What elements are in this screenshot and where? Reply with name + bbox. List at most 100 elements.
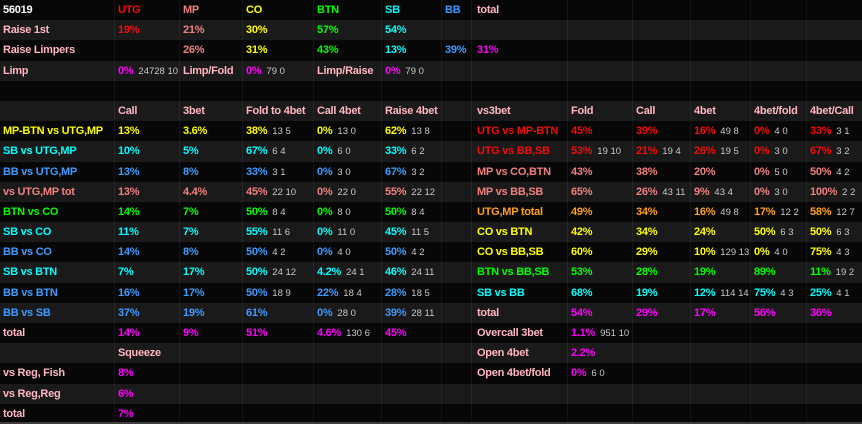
stat-value: 75% 4 3 <box>810 242 850 263</box>
sample-count: 49 8 <box>720 126 739 138</box>
stat-value: 4.6% 130 6 <box>317 323 370 344</box>
sample-count: 951 10 <box>600 328 630 339</box>
stat-value: 0% 3 0 <box>754 141 788 162</box>
cell-text: 17% <box>183 266 205 279</box>
sample-count: 19 4 <box>662 146 681 158</box>
cell-text: 17% <box>694 306 716 319</box>
stat-value: 0% 3 0 <box>317 162 351 183</box>
cell-text: Squeeze <box>118 347 161 360</box>
row-label: BB vs SB <box>3 303 51 323</box>
cell-text: 38% <box>246 125 268 138</box>
sample-count: 3 1 <box>272 166 286 178</box>
cell-text: Call <box>118 104 138 117</box>
cell-text: 29% <box>636 246 658 259</box>
cell-text: Call 4bet <box>317 104 361 117</box>
cell-text: 34% <box>636 205 658 218</box>
column-header: BB <box>445 0 461 20</box>
cell-text: 50% <box>385 205 407 218</box>
column-header: Fold to 4bet <box>246 101 306 121</box>
stat-value: 6% <box>118 384 134 404</box>
stat-value: 5% <box>183 141 199 161</box>
stat-value: 19% <box>118 20 140 40</box>
cell-text: 21% <box>636 145 658 158</box>
stat-value: 2.2% <box>571 343 595 363</box>
cell-text: 31% <box>477 44 499 57</box>
cell-text: 100% <box>810 185 838 198</box>
stat-value: 14% <box>118 242 140 262</box>
cell-text: BB vs BTN <box>3 286 58 299</box>
sample-count: 49 8 <box>720 206 739 218</box>
sample-count: 22 10 <box>272 186 297 198</box>
stat-value: 0% 8 0 <box>317 202 351 223</box>
cell-text: BB vs UTG,MP <box>3 165 78 178</box>
table-row: SB vs BTN 7% 17% 50% 24 12 4.2% 24 1 46% 24 11 BT… <box>0 262 862 283</box>
cell-text: 6% <box>118 387 134 400</box>
sample-count: 6 0 <box>337 146 351 158</box>
cell-text: 14% <box>118 205 140 218</box>
stat-value: 19% <box>694 262 716 282</box>
cell-text: 33% <box>246 165 268 178</box>
sample-count: 13 8 <box>411 126 430 138</box>
cell-text: 46% <box>385 266 407 279</box>
stat-value: 7% <box>118 404 134 424</box>
cell-text: 67% <box>810 145 832 158</box>
cell-text: Call <box>636 104 656 117</box>
cell-text: SB <box>385 4 400 16</box>
stat-value: 8% <box>183 242 199 262</box>
sample-count: 3 0 <box>774 146 788 158</box>
stat-value: 45% <box>385 323 407 343</box>
table-row <box>0 80 862 101</box>
cell-text: 25% <box>810 286 832 299</box>
row-label: Limp <box>3 61 29 81</box>
sample-count: 5 0 <box>774 166 788 178</box>
sample-count: 18 9 <box>272 287 291 299</box>
column-header: 3bet <box>183 101 205 121</box>
cell-text: 60% <box>571 246 593 259</box>
cell-text: 39% <box>385 306 407 319</box>
stat-value: 0% 4 0 <box>754 242 788 263</box>
cell-text: 43% <box>317 44 339 57</box>
cell-text: 0% <box>317 306 333 319</box>
cell-text: total <box>477 306 499 319</box>
table-row: total 7% <box>0 403 862 424</box>
stat-value: 29% <box>636 242 658 262</box>
cell-text: 54% <box>571 306 593 319</box>
cell-text: 75% <box>754 286 776 299</box>
cell-text: Overcall 3bet <box>477 327 543 339</box>
cell-text: 26% <box>636 185 658 198</box>
table-row: vs UTG,MP tot 13% 4.4% 45% 22 10 0% 22 0 55% 22 … <box>0 181 862 202</box>
stat-value: 67% 6 4 <box>246 141 286 162</box>
cell-text: 7% <box>118 266 134 279</box>
stat-value: 0% 6 0 <box>571 363 605 384</box>
cell-text: 0% <box>317 165 333 178</box>
column-header: Call 4bet <box>317 101 361 121</box>
cell-text: 10% <box>118 145 140 158</box>
cell-text: 0% <box>754 165 770 178</box>
cell-text: 1.1% <box>571 327 596 339</box>
sample-count: 8 0 <box>337 206 351 218</box>
row-label: CO vs BB,SB <box>477 242 544 262</box>
table-row: BB vs SB 37% 19% 61% 0% 28 0 39% 28 11 total 54% 2… <box>0 302 862 323</box>
cell-text: 57% <box>317 24 339 37</box>
stat-value: 50% 6 3 <box>810 222 850 243</box>
sample-count: 6 3 <box>780 227 794 239</box>
stat-value: 0% 24728 10 <box>118 61 178 82</box>
cell-text: vs3bet <box>477 104 511 117</box>
cell-text: UTG,MP total <box>477 205 543 218</box>
row-label: Limp/Fold <box>183 61 234 81</box>
sample-count: 12 2 <box>780 206 799 218</box>
cell-text: 42% <box>571 226 593 239</box>
row-label: Raise 1st <box>3 20 49 40</box>
sample-count: 4 1 <box>836 287 850 299</box>
cell-text: 43% <box>571 165 593 178</box>
sample-count: 4 0 <box>337 247 351 259</box>
stat-value: 58% 12 7 <box>810 202 855 223</box>
row-label: vs UTG,MP tot <box>3 182 75 202</box>
sample-count: 3 2 <box>411 166 425 178</box>
cell-text: SB vs CO <box>3 226 52 239</box>
stat-value: 51% <box>246 323 268 343</box>
sample-count: 22 0 <box>337 186 356 198</box>
cell-text: UTG vs BB,SB <box>477 145 550 158</box>
cell-text: vs Reg, Fish <box>3 367 65 380</box>
